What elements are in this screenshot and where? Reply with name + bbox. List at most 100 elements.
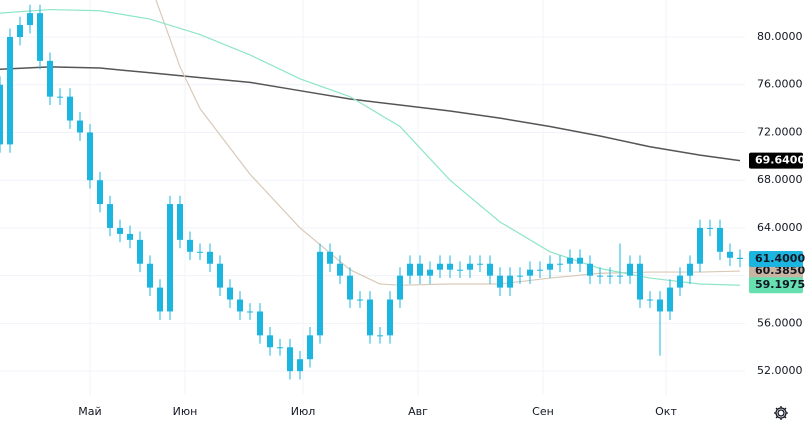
y-tick-label: 52.0000: [757, 364, 803, 377]
candle-body: [307, 335, 313, 360]
candle-body: [137, 239, 143, 264]
candle-body: [277, 347, 283, 349]
candle-body: [127, 233, 133, 240]
candle-body: [597, 275, 603, 277]
y-tick-label: 76.0000: [757, 78, 803, 91]
candle-body: [527, 269, 533, 276]
candle-body: [717, 227, 723, 252]
candle-body: [257, 311, 263, 336]
candle-body: [247, 311, 253, 313]
grid: [0, 0, 745, 395]
y-tick-label: 64.0000: [757, 221, 803, 234]
price-tag: 60.3850: [755, 264, 805, 277]
moving-average: [0, 8, 741, 286]
candle-body: [677, 275, 683, 288]
candle-body: [147, 263, 153, 288]
candle-body: [697, 227, 703, 264]
candle-body: [337, 263, 343, 276]
candle-body: [517, 275, 523, 277]
candle-body: [287, 347, 293, 372]
candle-body: [577, 257, 583, 264]
candle-body: [117, 227, 123, 234]
candle-body: [727, 251, 733, 258]
candle-body: [477, 263, 483, 265]
gear-teeth: [774, 406, 788, 420]
plot: [0, 0, 743, 380]
moving-average: [0, 66, 741, 162]
candle-body: [347, 275, 353, 300]
candle-body: [647, 299, 653, 301]
price-tag: 59.1975: [755, 278, 805, 291]
price-tag-bg: [749, 152, 803, 169]
candle-body: [87, 132, 93, 181]
candle-body: [547, 263, 553, 270]
candle-body: [487, 263, 493, 276]
candle-body: [157, 287, 163, 312]
candle-body: [687, 263, 693, 276]
candle-body: [637, 263, 643, 300]
x-tick-label: Авг: [408, 405, 428, 418]
candle-body: [217, 263, 223, 288]
axes: 52.000056.000060.000064.000068.000072.00…: [78, 30, 805, 418]
candle-body: [387, 299, 393, 336]
candle-body: [397, 275, 403, 300]
y-tick-label: 72.0000: [757, 125, 803, 138]
candle-body: [297, 359, 303, 372]
moving-average: [155, 0, 741, 286]
price-tag-bg: [749, 263, 803, 280]
price-tag: 61.4000: [755, 252, 805, 265]
y-tick-label: 68.0000: [757, 173, 803, 186]
candle-body: [37, 13, 43, 61]
candle-body: [27, 13, 33, 26]
candle-body: [617, 275, 623, 277]
gear-ring: [775, 407, 787, 419]
candle-body: [497, 275, 503, 288]
candle-body: [567, 257, 573, 264]
price-tag: 69.6400: [755, 154, 805, 167]
candle-body: [427, 269, 433, 276]
candle-body: [207, 251, 213, 264]
candle-body: [47, 60, 53, 97]
x-tick-label: Сен: [532, 405, 554, 418]
candle-body: [357, 299, 363, 301]
candle-body: [187, 239, 193, 252]
candle-body: [607, 275, 613, 277]
candle-body: [367, 299, 373, 336]
candle-body: [407, 263, 413, 276]
candle-body: [77, 120, 83, 133]
candle-body: [267, 335, 273, 348]
candle-body: [377, 335, 383, 337]
candle-body: [467, 263, 473, 270]
candle-body: [537, 269, 543, 271]
candle-body: [197, 251, 203, 253]
candle-body: [67, 96, 73, 121]
candle-body: [417, 263, 423, 276]
y-tick-label: 80.0000: [757, 30, 803, 43]
x-tick-label: Июл: [291, 405, 316, 418]
x-tick-label: Июн: [173, 405, 198, 418]
candle-body: [317, 251, 323, 336]
candle-body: [7, 36, 13, 145]
settings-icon[interactable]: [774, 406, 788, 420]
candle-body: [657, 299, 663, 312]
x-tick-label: Окт: [655, 405, 677, 418]
candle-body: [707, 227, 713, 229]
candle-body: [737, 257, 743, 259]
candle-body: [0, 84, 3, 145]
candle-body: [507, 275, 513, 288]
candle-body: [107, 204, 113, 228]
candle-body: [557, 263, 563, 265]
x-tick-label: Май: [78, 405, 101, 418]
candle-body: [57, 96, 63, 98]
candle-body: [227, 287, 233, 300]
candle-body: [437, 263, 443, 270]
candle-body: [627, 263, 633, 276]
candle-body: [457, 269, 463, 271]
price-tag-bg: [749, 250, 803, 267]
candle-body: [97, 180, 103, 205]
candle-body: [667, 287, 673, 312]
candle-body: [167, 204, 173, 312]
candle-body: [327, 251, 333, 264]
gear-center: [777, 409, 785, 417]
price-tag-bg: [749, 277, 803, 294]
